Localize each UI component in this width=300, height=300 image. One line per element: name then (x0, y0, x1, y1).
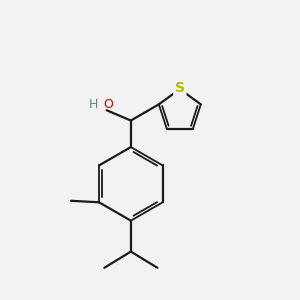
Text: S: S (175, 81, 185, 95)
Text: H: H (89, 98, 98, 111)
Text: O: O (103, 98, 113, 111)
